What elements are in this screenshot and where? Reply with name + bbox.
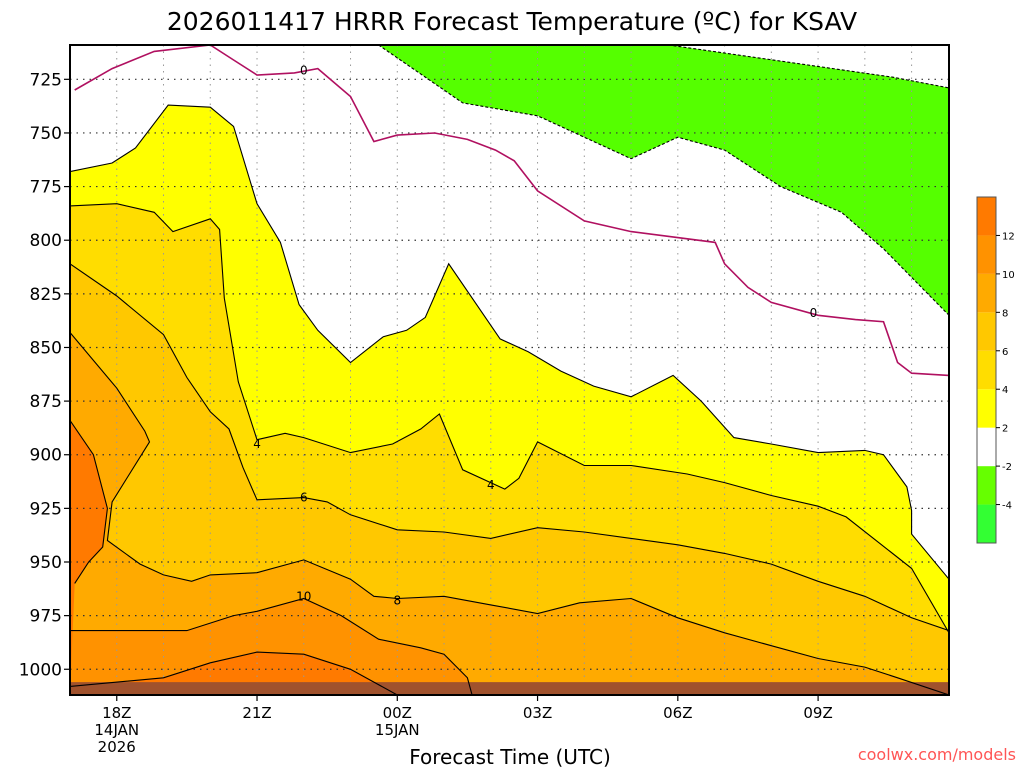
contour-labels: 0 0 4 4 6 8 10 [253,64,818,608]
contour-line-0-2 [668,45,949,89]
x-tick-label-18-2: 2026 [98,738,136,756]
contour-line-6-5 [70,263,949,632]
plot-frame [69,44,950,696]
y-tick-label-975: 975 [30,607,62,627]
colorbar-label-7: 12 [1002,231,1015,242]
contour-line-2-3 [70,104,949,580]
contour-line-4-4 [70,203,949,634]
y-tick-label-825: 825 [30,285,62,305]
y-tick-label-750: 750 [30,124,62,144]
y-tick-label-725: 725 [30,70,62,90]
watermark: coolwx.com/models [858,745,1016,764]
y-tick-label-875: 875 [30,392,62,412]
contour-label-0: 0 [300,64,308,78]
colorbar-segment-6 [977,273,996,313]
contour-label-3: 4 [487,478,495,492]
colorbar-label-6: 10 [1002,270,1015,281]
contour-label-2: 4 [253,437,261,451]
colorbar-segment-5 [977,312,996,351]
x-tick-label-27-0: 03Z [523,704,552,722]
y-tick-label-925: 925 [30,499,62,519]
contour-label-4: 6 [300,491,308,505]
colorbar-label-4: 6 [1002,347,1008,358]
y-tick-label-800: 800 [30,231,62,251]
fill-band-6 [70,420,108,695]
colorbar-segment-0 [977,504,996,543]
x-tick-label-24-1: 15JAN [375,721,420,739]
contour-label-1: 0 [810,306,818,320]
filled-contours [70,45,949,695]
colorbar-label-5: 8 [1002,308,1008,319]
chart-title: 2026011417 HRRR Forecast Temperature (ºC… [167,7,857,36]
colorbar: -4 -2 2 4 6 8 10 12 [976,196,1015,544]
contour-line-12-8 [70,420,108,584]
fill-band-0 [378,45,949,316]
colorbar-label-0: -4 [1002,501,1012,512]
fill-band-5 [70,598,473,695]
y-tick-label-900: 900 [30,446,62,466]
colorbar-segment-2 [977,427,996,467]
ground-surface [70,682,949,695]
contour-label-6: 10 [296,589,311,603]
colorbar-segment-8 [977,197,996,236]
y-tick-label-775: 775 [30,178,62,198]
colorbar-label-3: 4 [1002,385,1008,396]
colorbar-label-1: -2 [1002,462,1012,473]
contour-label-5: 8 [393,594,401,608]
x-axis-label: Forecast Time (UTC) [409,745,611,768]
contour-line-12-9 [70,651,398,695]
contour-line-10-7 [70,597,473,695]
contour-line-8-6 [70,332,949,695]
x-tick-label-33-0: 09Z [803,704,832,722]
colorbar-frame [976,196,997,544]
x-tick-label-30-0: 06Z [663,704,692,722]
x-tick-label-24-0: 00Z [383,704,412,722]
x-tick-label-21-0: 21Z [242,704,271,722]
colorbar-label-2: 2 [1002,424,1008,435]
colorbar-segment-4 [977,350,996,390]
x-tick-label-18-1: 14JAN [94,721,139,739]
ground-layer [70,682,949,695]
contour-line-0-1 [378,45,949,316]
y-tick-label-850: 850 [30,338,62,358]
contour-lines [70,45,949,695]
y-tick-label-950: 950 [30,553,62,573]
y-tick-label-1000: 1000 [19,660,62,680]
colorbar-segment-1 [977,466,996,505]
x-tick-label-18-0: 18Z [102,704,131,722]
y-axis: 725 750 775 800 825 850 875 900 925 950 975 1000 [19,70,70,680]
contour-line-0-0 [74,45,949,377]
colorbar-segment-3 [977,389,996,428]
colorbar-segment-7 [977,235,996,274]
gridlines [70,45,949,695]
